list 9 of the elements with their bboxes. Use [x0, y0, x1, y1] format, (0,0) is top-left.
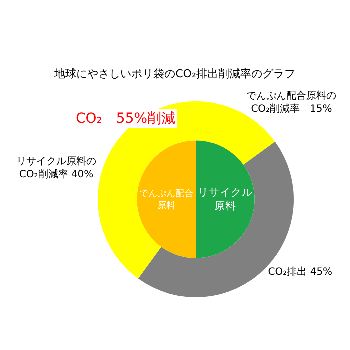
chart-title: 地球にやさしいポリ袋のCO₂排出削減率のグラフ: [54, 68, 296, 81]
text: CO₂ 55%削減: [76, 111, 176, 127]
slice-label: でんぷん配合原料: [140, 188, 194, 212]
slice-label: CO₂排出 45%: [268, 266, 333, 278]
slice-label: リサイクル原料: [198, 187, 253, 213]
slice-label: でんぷん配合原料の CO₂削減率 15%: [246, 90, 337, 115]
pie-slice: [196, 140, 255, 258]
slice-label: リサイクル原料の CO₂削減率 40%: [16, 156, 97, 181]
pie-slice: [137, 140, 196, 258]
